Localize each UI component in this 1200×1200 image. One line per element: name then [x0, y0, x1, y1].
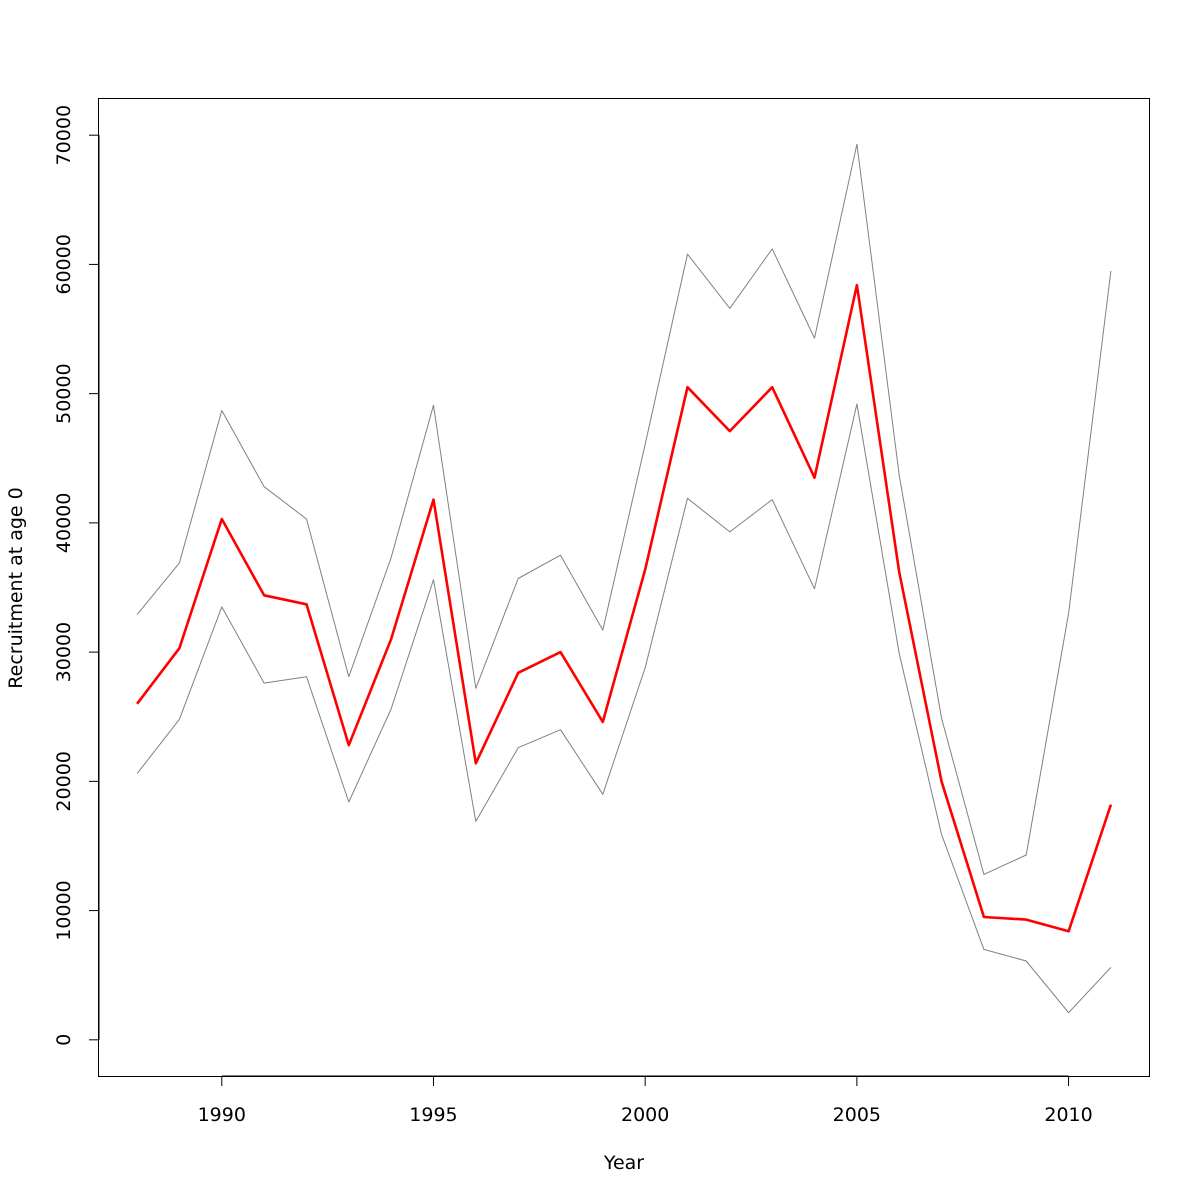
estimate-group: [136, 283, 1113, 933]
x-axis-label: Year: [603, 1152, 644, 1174]
y-tick-label: 70000: [53, 105, 75, 165]
x-tick-label: 1995: [409, 1104, 457, 1126]
x-tick-label: 2000: [621, 1104, 669, 1126]
x-tick-label: 2010: [1044, 1104, 1092, 1126]
lower-series-line: [136, 403, 1112, 1014]
y-tick-label: 0: [53, 1034, 75, 1046]
upper-bound-group: [136, 143, 1112, 875]
y-axis: 0 10000 20000 30000 40000 50000 60000 70000: [53, 105, 100, 1046]
y-tick-label: 20000: [53, 751, 75, 811]
y-tick-label: 10000: [53, 880, 75, 940]
y-axis-label: Recruitment at age 0: [5, 487, 27, 688]
y-tick-label: 60000: [53, 234, 75, 294]
x-tick-label: 2005: [833, 1104, 881, 1126]
y-tick-label: 50000: [53, 363, 75, 423]
y-tick-label: 30000: [53, 622, 75, 682]
lower-bound-group: [136, 403, 1112, 1014]
estimate-series-line: [136, 283, 1113, 933]
upper-series-line: [136, 143, 1112, 875]
plot-frame: [98, 98, 1150, 1077]
y-tick-label: 40000: [53, 493, 75, 553]
x-tick-label: 1990: [198, 1104, 246, 1126]
x-axis: 1990 1995 2000 2005 2010: [198, 1075, 1093, 1126]
